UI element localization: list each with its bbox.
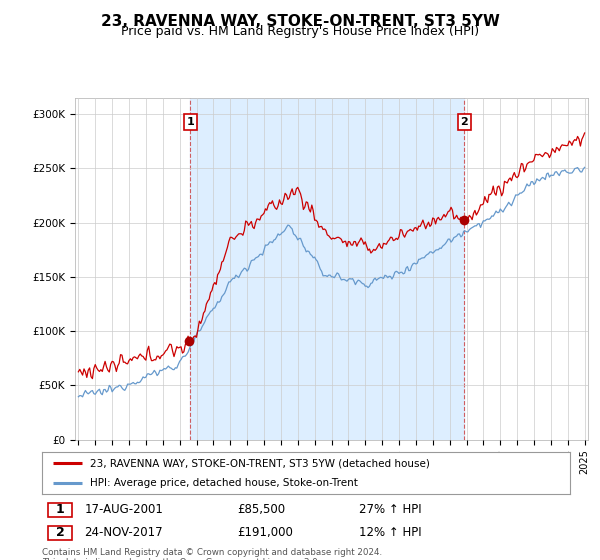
Bar — [49, 526, 72, 540]
Text: 1: 1 — [186, 117, 194, 127]
Text: 24-NOV-2017: 24-NOV-2017 — [84, 526, 163, 539]
Text: £85,500: £85,500 — [238, 503, 286, 516]
Bar — [49, 503, 72, 517]
Text: HPI: Average price, detached house, Stoke-on-Trent: HPI: Average price, detached house, Stok… — [89, 478, 358, 488]
Text: 17-AUG-2001: 17-AUG-2001 — [84, 503, 163, 516]
Text: Contains HM Land Registry data © Crown copyright and database right 2024.
This d: Contains HM Land Registry data © Crown c… — [42, 548, 382, 560]
Text: 2: 2 — [56, 526, 65, 539]
Text: 23, RAVENNA WAY, STOKE-ON-TRENT, ST3 5YW: 23, RAVENNA WAY, STOKE-ON-TRENT, ST3 5YW — [101, 14, 499, 29]
Text: 23, RAVENNA WAY, STOKE-ON-TRENT, ST3 5YW (detached house): 23, RAVENNA WAY, STOKE-ON-TRENT, ST3 5YW… — [89, 458, 430, 468]
Text: Price paid vs. HM Land Registry's House Price Index (HPI): Price paid vs. HM Land Registry's House … — [121, 25, 479, 39]
Text: 12% ↑ HPI: 12% ↑ HPI — [359, 526, 421, 539]
Text: £191,000: £191,000 — [238, 526, 293, 539]
Text: 1: 1 — [56, 503, 65, 516]
Text: 2: 2 — [461, 117, 468, 127]
Bar — [190, 98, 464, 440]
Text: 27% ↑ HPI: 27% ↑ HPI — [359, 503, 421, 516]
